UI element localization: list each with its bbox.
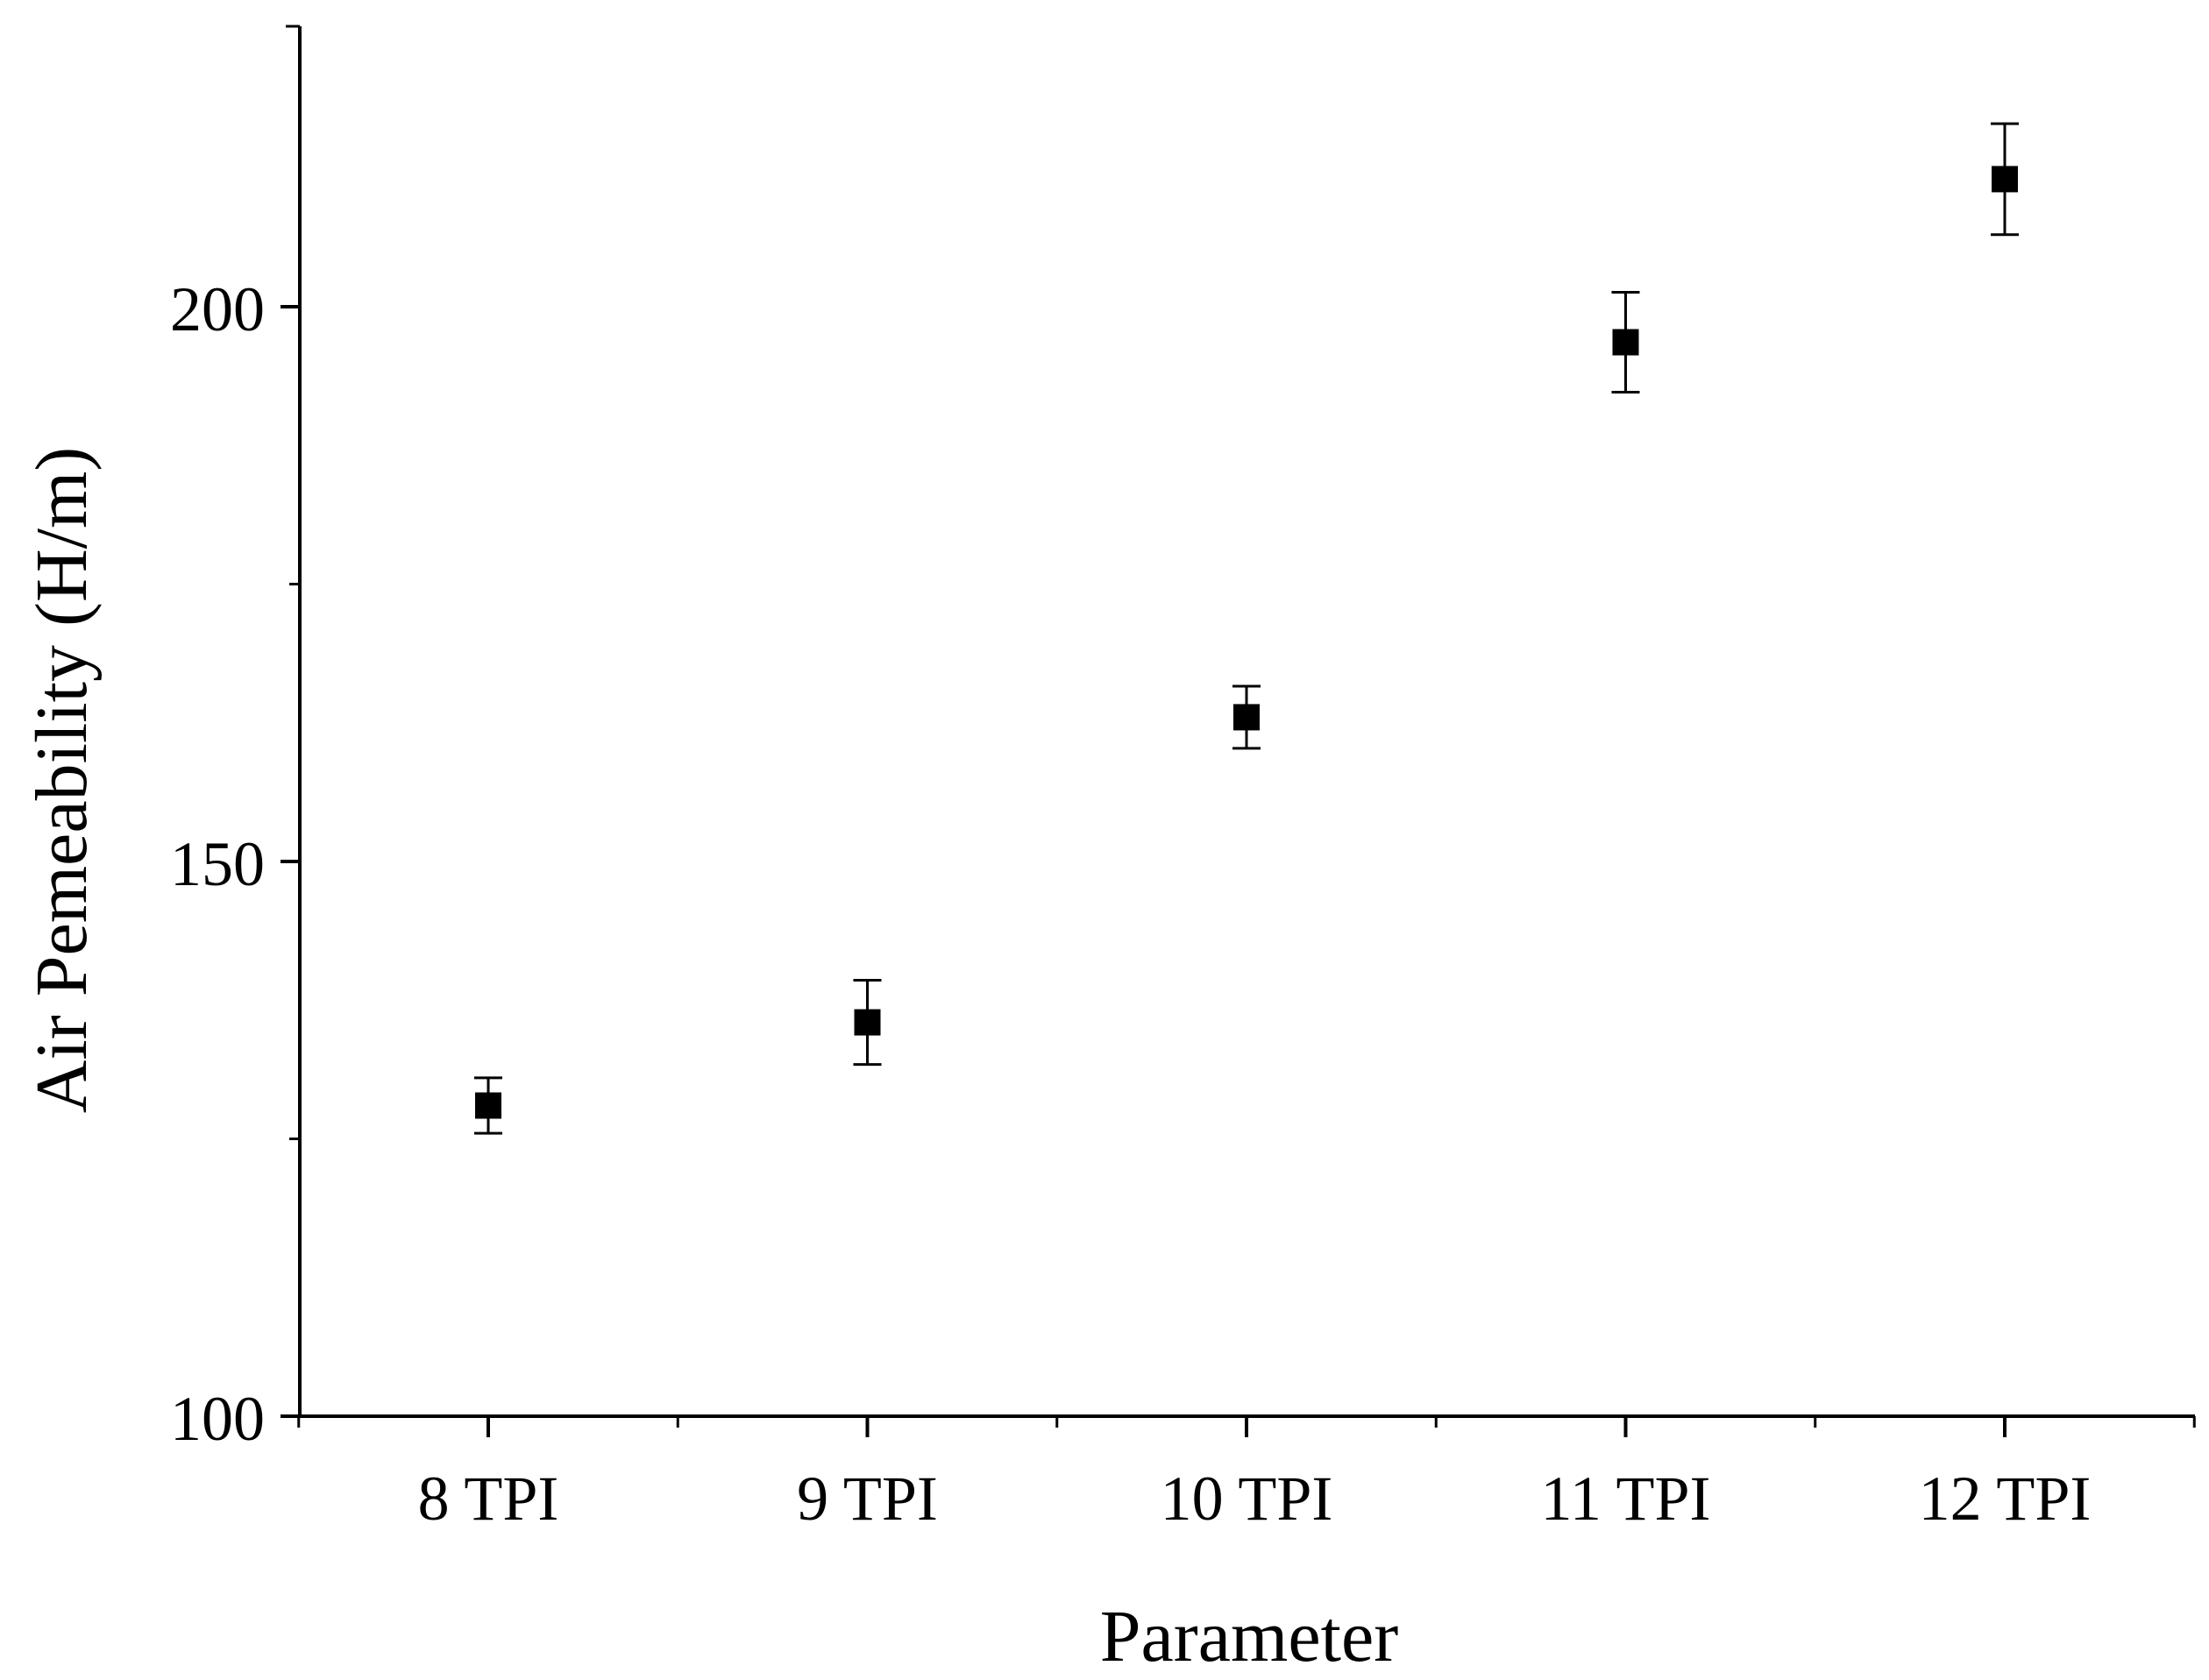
- data-point: [475, 1092, 501, 1119]
- y-tick-label: 150: [170, 829, 265, 899]
- data-point: [1233, 704, 1260, 731]
- y-axis-title: Air Pemeability (H/m): [21, 447, 103, 1114]
- x-tick-label: 9 TPI: [797, 1464, 938, 1534]
- error-bars-layer: [474, 122, 2019, 1135]
- data-point: [1612, 329, 1639, 356]
- tick-labels-layer: 100 150 200 8 TPI 9 TPI 10 TPI 11 TPI 12 TPI: [170, 274, 2091, 1534]
- data-point: [1992, 166, 2018, 193]
- markers-layer: [475, 166, 2018, 1119]
- x-tick-label: 11 TPI: [1540, 1464, 1710, 1534]
- x-axis-title: Parameter: [1100, 1596, 1398, 1676]
- x-tick-label: 10 TPI: [1161, 1464, 1333, 1534]
- y-tick-label: 200: [170, 274, 265, 344]
- x-tick-label: 12 TPI: [1919, 1464, 2092, 1534]
- x-tick-label: 8 TPI: [418, 1464, 559, 1534]
- data-point: [854, 1009, 881, 1036]
- ticks-layer: [281, 25, 2196, 1437]
- y-tick-label: 100: [170, 1384, 265, 1454]
